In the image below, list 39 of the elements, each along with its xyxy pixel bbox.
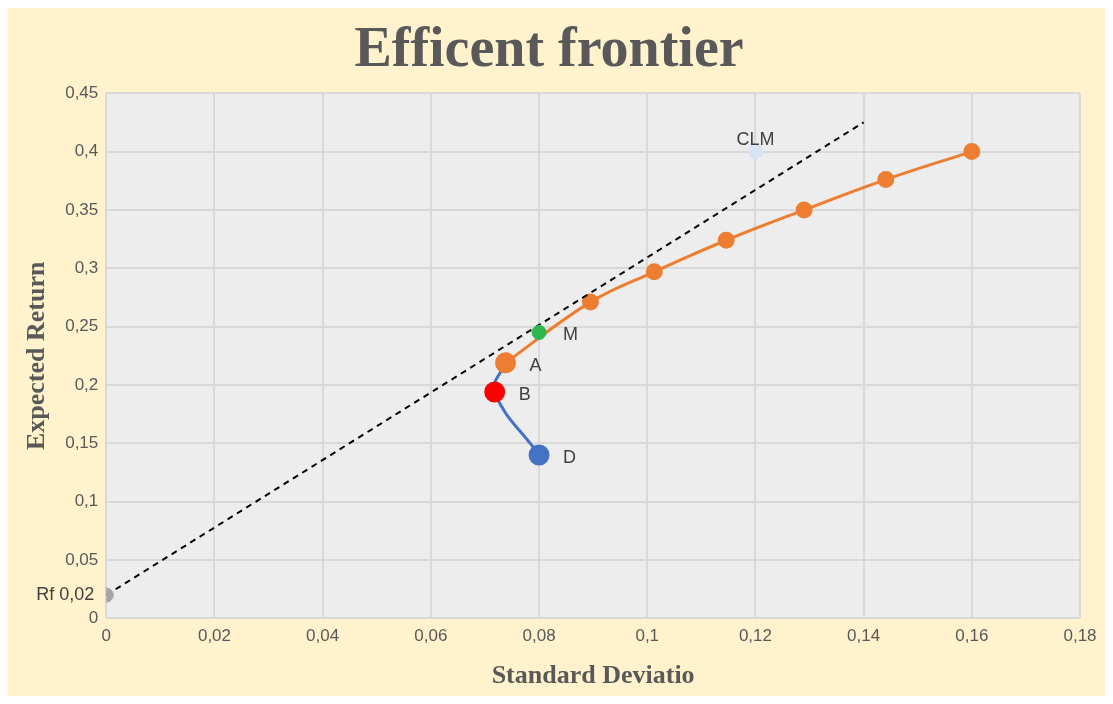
point xyxy=(645,263,663,281)
point xyxy=(795,201,813,219)
point xyxy=(717,231,735,249)
y-tick-label: 0,25 xyxy=(65,316,99,336)
y-tick-label: 0,1 xyxy=(74,491,99,511)
y-tick-label: 0,4 xyxy=(74,141,99,161)
annotation: M xyxy=(563,324,579,345)
point xyxy=(747,144,763,160)
x-tick-label: 0,18 xyxy=(1063,626,1097,646)
chart-title: Efficent frontier xyxy=(354,16,744,79)
point xyxy=(484,381,506,403)
annotation: B xyxy=(518,383,531,404)
annotation: D xyxy=(563,446,577,467)
x-tick-label: 0,08 xyxy=(522,626,556,646)
x-tick-label: 0,12 xyxy=(738,626,772,646)
annotation: CLM xyxy=(736,128,775,149)
y-tick-label: 0,15 xyxy=(65,433,99,453)
y-tick-label: 0,45 xyxy=(65,82,99,102)
y-tick-label: 0,3 xyxy=(74,257,99,277)
point xyxy=(531,324,547,340)
x-tick-label: 0,1 xyxy=(635,626,660,646)
point xyxy=(963,143,981,161)
y-tick-label: 0,35 xyxy=(65,199,99,219)
y-tick-label: 0,2 xyxy=(74,374,99,394)
point xyxy=(877,171,895,189)
annotation: Rf 0,02 xyxy=(36,584,95,605)
y-tick-label: 0 xyxy=(88,608,99,628)
x-tick-label: 0,16 xyxy=(955,626,989,646)
x-tick-label: 0,14 xyxy=(847,626,881,646)
annotation: A xyxy=(529,354,542,375)
y-tick-label: 0,05 xyxy=(65,549,99,569)
x-tick-label: 0,04 xyxy=(306,626,340,646)
x-tick-label: 0 xyxy=(101,626,112,646)
x-axis-title: Standard Deviatio xyxy=(491,660,695,690)
y-axis-title: Expected Return xyxy=(21,261,51,451)
point xyxy=(528,444,550,466)
point xyxy=(581,293,599,311)
x-tick-label: 0,02 xyxy=(197,626,232,646)
x-tick-label: 0,06 xyxy=(414,626,448,646)
